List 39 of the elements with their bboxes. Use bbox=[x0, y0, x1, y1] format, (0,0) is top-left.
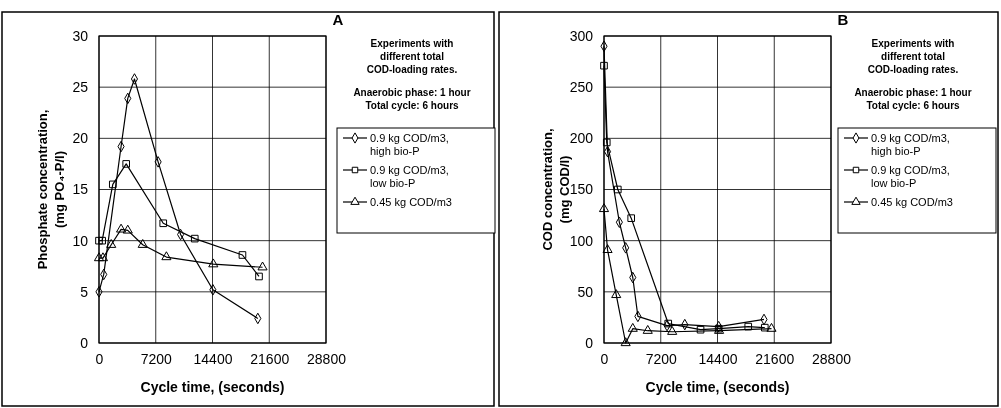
legend-label: 0.9 kg COD/m3, low bio-P bbox=[370, 164, 449, 189]
legend-label: 0.9 kg COD/m3, low bio-P bbox=[871, 164, 950, 189]
y-tick-label: 0 bbox=[585, 334, 594, 351]
chart-title: B bbox=[837, 11, 849, 28]
y-tick-label: 100 bbox=[569, 232, 594, 249]
x-tick-label: 7200 bbox=[645, 350, 678, 367]
y-tick-label: 10 bbox=[72, 232, 89, 249]
y-tick-label: 200 bbox=[569, 130, 594, 147]
y-tick-label: 15 bbox=[72, 181, 89, 198]
x-tick-label: 0 bbox=[95, 350, 104, 367]
legend-label: 0.9 kg COD/m3, high bio-P bbox=[871, 132, 950, 157]
y-tick-label: 0 bbox=[80, 334, 89, 351]
x-tick-label: 28800 bbox=[307, 350, 347, 367]
text: Anaerobic phase: 1 hour Total cycle: 6 hours bbox=[854, 87, 972, 111]
y-tick-label: 50 bbox=[577, 283, 594, 300]
chart-title: A bbox=[332, 11, 344, 28]
x-tick-label: 14400 bbox=[698, 350, 738, 367]
y-tick-label: 20 bbox=[72, 130, 89, 147]
y-axis-title: Phosphate concentration, (mg PO₄-P/l) bbox=[34, 109, 67, 270]
x-tick-label: 28800 bbox=[812, 350, 852, 367]
text: Experiments with different total COD-loading rates. bbox=[366, 38, 458, 75]
legend-label: 0.45 kg COD/m3 bbox=[871, 196, 953, 208]
x-tick-label: 14400 bbox=[193, 350, 233, 367]
y-tick-label: 250 bbox=[569, 79, 594, 96]
text: Anaerobic phase: 1 hour Total cycle: 6 hours bbox=[353, 87, 471, 111]
y-tick-label: 150 bbox=[569, 181, 594, 198]
x-tick-label: 21600 bbox=[755, 350, 795, 367]
x-axis-title: Cycle time, (seconds) bbox=[645, 379, 790, 395]
y-tick-label: 300 bbox=[569, 27, 594, 44]
legend-label: 0.45 kg COD/m3 bbox=[370, 196, 452, 208]
x-tick-label: 0 bbox=[600, 350, 609, 367]
y-tick-label: 25 bbox=[72, 79, 89, 96]
x-tick-label: 21600 bbox=[250, 350, 290, 367]
y-tick-label: 30 bbox=[72, 27, 89, 44]
x-tick-label: 7200 bbox=[140, 350, 173, 367]
legend-label: 0.9 kg COD/m3, high bio-P bbox=[370, 132, 449, 157]
y-tick-label: 5 bbox=[80, 283, 89, 300]
text: Experiments with different total COD-loading rates. bbox=[867, 38, 959, 75]
x-axis-title: Cycle time, (seconds) bbox=[140, 379, 285, 395]
